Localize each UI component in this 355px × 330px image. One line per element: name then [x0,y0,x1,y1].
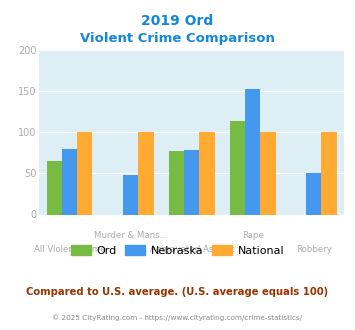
Text: Rape: Rape [242,231,264,240]
Text: Murder & Mans...: Murder & Mans... [94,231,168,240]
Bar [230,121,245,214]
Bar [47,161,62,214]
Text: Violent Crime Comparison: Violent Crime Comparison [80,32,275,46]
Text: 2019 Ord: 2019 Ord [141,15,214,28]
Text: All Violent Crime: All Violent Crime [34,245,105,254]
Text: Aggravated Assault: Aggravated Assault [149,245,234,254]
Bar [245,89,261,214]
Text: © 2025 CityRating.com - https://www.cityrating.com/crime-statistics/: © 2025 CityRating.com - https://www.city… [53,314,302,321]
Legend: Ord, Nebraska, National: Ord, Nebraska, National [66,241,289,260]
Bar [261,132,275,214]
Bar [62,148,77,214]
Bar [184,150,200,214]
Text: Compared to U.S. average. (U.S. average equals 100): Compared to U.S. average. (U.S. average … [26,287,329,297]
Bar [200,132,214,214]
Bar [306,173,322,214]
Bar [123,175,138,214]
Bar [322,132,337,214]
Bar [138,132,153,214]
Bar [77,132,92,214]
Bar [169,151,184,214]
Text: Robbery: Robbery [296,245,332,254]
